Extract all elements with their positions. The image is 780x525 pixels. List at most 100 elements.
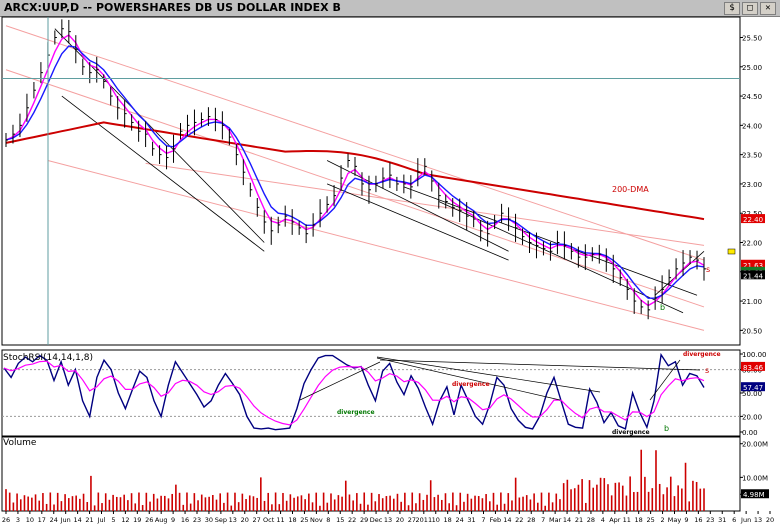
x-tick-label: Apr xyxy=(609,516,621,524)
x-tick-label: Feb xyxy=(490,516,502,524)
divergence-line xyxy=(299,361,381,401)
stoch-tag-label: 57.47 xyxy=(743,384,763,392)
price-tag-label: 22.40 xyxy=(743,216,763,224)
divergence-annotation: divergence xyxy=(683,351,721,358)
x-tick-label: 13 xyxy=(384,516,392,524)
s-annotation: s xyxy=(705,366,709,375)
x-tick-label: 24 xyxy=(50,516,58,524)
x-tick-label: 31 xyxy=(467,516,475,524)
volume-tag-label: 4.98M xyxy=(743,491,765,499)
channel-line xyxy=(47,160,705,331)
channel-line xyxy=(61,95,265,252)
price-y-label: 20.50 xyxy=(742,327,762,335)
window-controls: $ □ ✕ xyxy=(724,2,776,15)
divergence-line xyxy=(379,359,701,371)
title-bar: ARCX:UUP,D -- POWERSHARES DB US DOLLAR I… xyxy=(0,0,780,17)
stochrsi-signal-line xyxy=(3,360,705,426)
volume-tag xyxy=(741,489,769,499)
stoch-y-label: 20.00 xyxy=(742,413,762,421)
x-tick-label: 20 xyxy=(396,516,404,524)
price-y-label: 23.50 xyxy=(742,152,762,160)
stoch-y-label: 100.00 xyxy=(742,351,767,359)
divergence-line xyxy=(376,357,561,401)
b-annotation: b xyxy=(664,424,669,433)
chart-title: ARCX:UUP,D -- POWERSHARES DB US DOLLAR I… xyxy=(4,1,341,14)
x-tick-label: 2 xyxy=(660,516,664,524)
x-tick-label: Jun xyxy=(740,516,751,524)
x-tick-label: 26 xyxy=(145,516,153,524)
x-tick-label: 9 xyxy=(171,516,175,524)
x-tick-label: 16 xyxy=(181,516,189,524)
volume-y-label: 10.00M xyxy=(742,474,768,482)
b-annotation: b xyxy=(660,303,665,312)
x-tick-label: 10 xyxy=(432,516,440,524)
price-tag-label: 21.63 xyxy=(743,262,763,270)
x-tick-label: 27 xyxy=(408,516,416,524)
channel-line xyxy=(145,162,705,246)
x-tick-label: 2011 xyxy=(416,516,433,524)
price-y-label: 22.00 xyxy=(742,240,762,248)
x-tick-label: 17 xyxy=(38,516,46,524)
x-tick-label: 25 xyxy=(646,516,654,524)
x-tick-label: 15 xyxy=(336,516,344,524)
x-tick-label: 11 xyxy=(623,516,631,524)
dma200-line xyxy=(5,121,705,221)
x-tick-label: 14 xyxy=(73,516,81,524)
channel-line xyxy=(5,69,705,308)
x-tick-label: Sep xyxy=(215,516,227,524)
price-y-label: 25.50 xyxy=(742,35,762,43)
price-y-label: 23.00 xyxy=(742,181,762,189)
x-tick-label: 5 xyxy=(111,516,115,524)
x-tick-label: Nov xyxy=(310,516,323,524)
price-tag xyxy=(741,214,765,224)
x-tick-label: 29 xyxy=(360,516,368,524)
x-tick-label: 3 xyxy=(16,516,20,524)
dma-annotation: 200-DMA xyxy=(612,185,649,194)
channel-line xyxy=(326,183,509,261)
divergence-line xyxy=(376,356,601,393)
stoch-y-label: 50.00 xyxy=(742,390,762,398)
divergence-annotation: divergence xyxy=(452,381,490,388)
s-annotation: s xyxy=(706,265,710,274)
x-tick-label: 25 xyxy=(300,516,308,524)
x-tick-label: 24 xyxy=(455,516,463,524)
x-tick-label: 21 xyxy=(85,516,93,524)
x-tick-label: 20 xyxy=(241,516,249,524)
x-tick-label: 18 xyxy=(635,516,643,524)
x-tick-label: Jul xyxy=(97,516,106,524)
price-y-label: 21.00 xyxy=(742,298,762,306)
divergence-line xyxy=(649,359,681,401)
x-tick-label: 28 xyxy=(587,516,595,524)
stochrsi-line xyxy=(3,352,705,431)
divergence-annotation: divergence xyxy=(337,409,375,416)
x-tick-label: 12 xyxy=(121,516,129,524)
x-tick-label: 10 xyxy=(26,516,34,524)
stoch-tag xyxy=(741,361,765,371)
divergence-annotation: divergence xyxy=(612,429,650,436)
x-tick-label: 4 xyxy=(601,516,605,524)
x-tick-label: 7 xyxy=(481,516,485,524)
stoch-tag xyxy=(741,382,765,392)
x-tick-label: 30 xyxy=(205,516,213,524)
x-tick-label: 13 xyxy=(229,516,237,524)
x-tick-label: 26 xyxy=(2,516,10,524)
x-tick-label: Aug xyxy=(155,516,168,524)
x-tick-label: 22 xyxy=(515,516,523,524)
x-tick-label: 9 xyxy=(684,516,688,524)
x-tick-label: 6 xyxy=(732,516,736,524)
maximize-button[interactable]: □ xyxy=(742,2,758,15)
price-y-label: 25.00 xyxy=(742,64,762,72)
x-tick-label: 23 xyxy=(193,516,201,524)
x-tick-label: 16 xyxy=(694,516,702,524)
x-tick-label: 18 xyxy=(444,516,452,524)
close-button[interactable]: ✕ xyxy=(760,2,776,15)
x-tick-label: 8 xyxy=(326,516,330,524)
price-tag-label: 21.44 xyxy=(743,272,764,280)
x-tick-label: 23 xyxy=(706,516,714,524)
volume-label: Volume xyxy=(3,438,37,448)
channel-line xyxy=(438,201,684,314)
yellow-marker xyxy=(727,248,736,255)
x-tick-label: 19 xyxy=(133,516,141,524)
dollar-button[interactable]: $ xyxy=(724,2,740,15)
